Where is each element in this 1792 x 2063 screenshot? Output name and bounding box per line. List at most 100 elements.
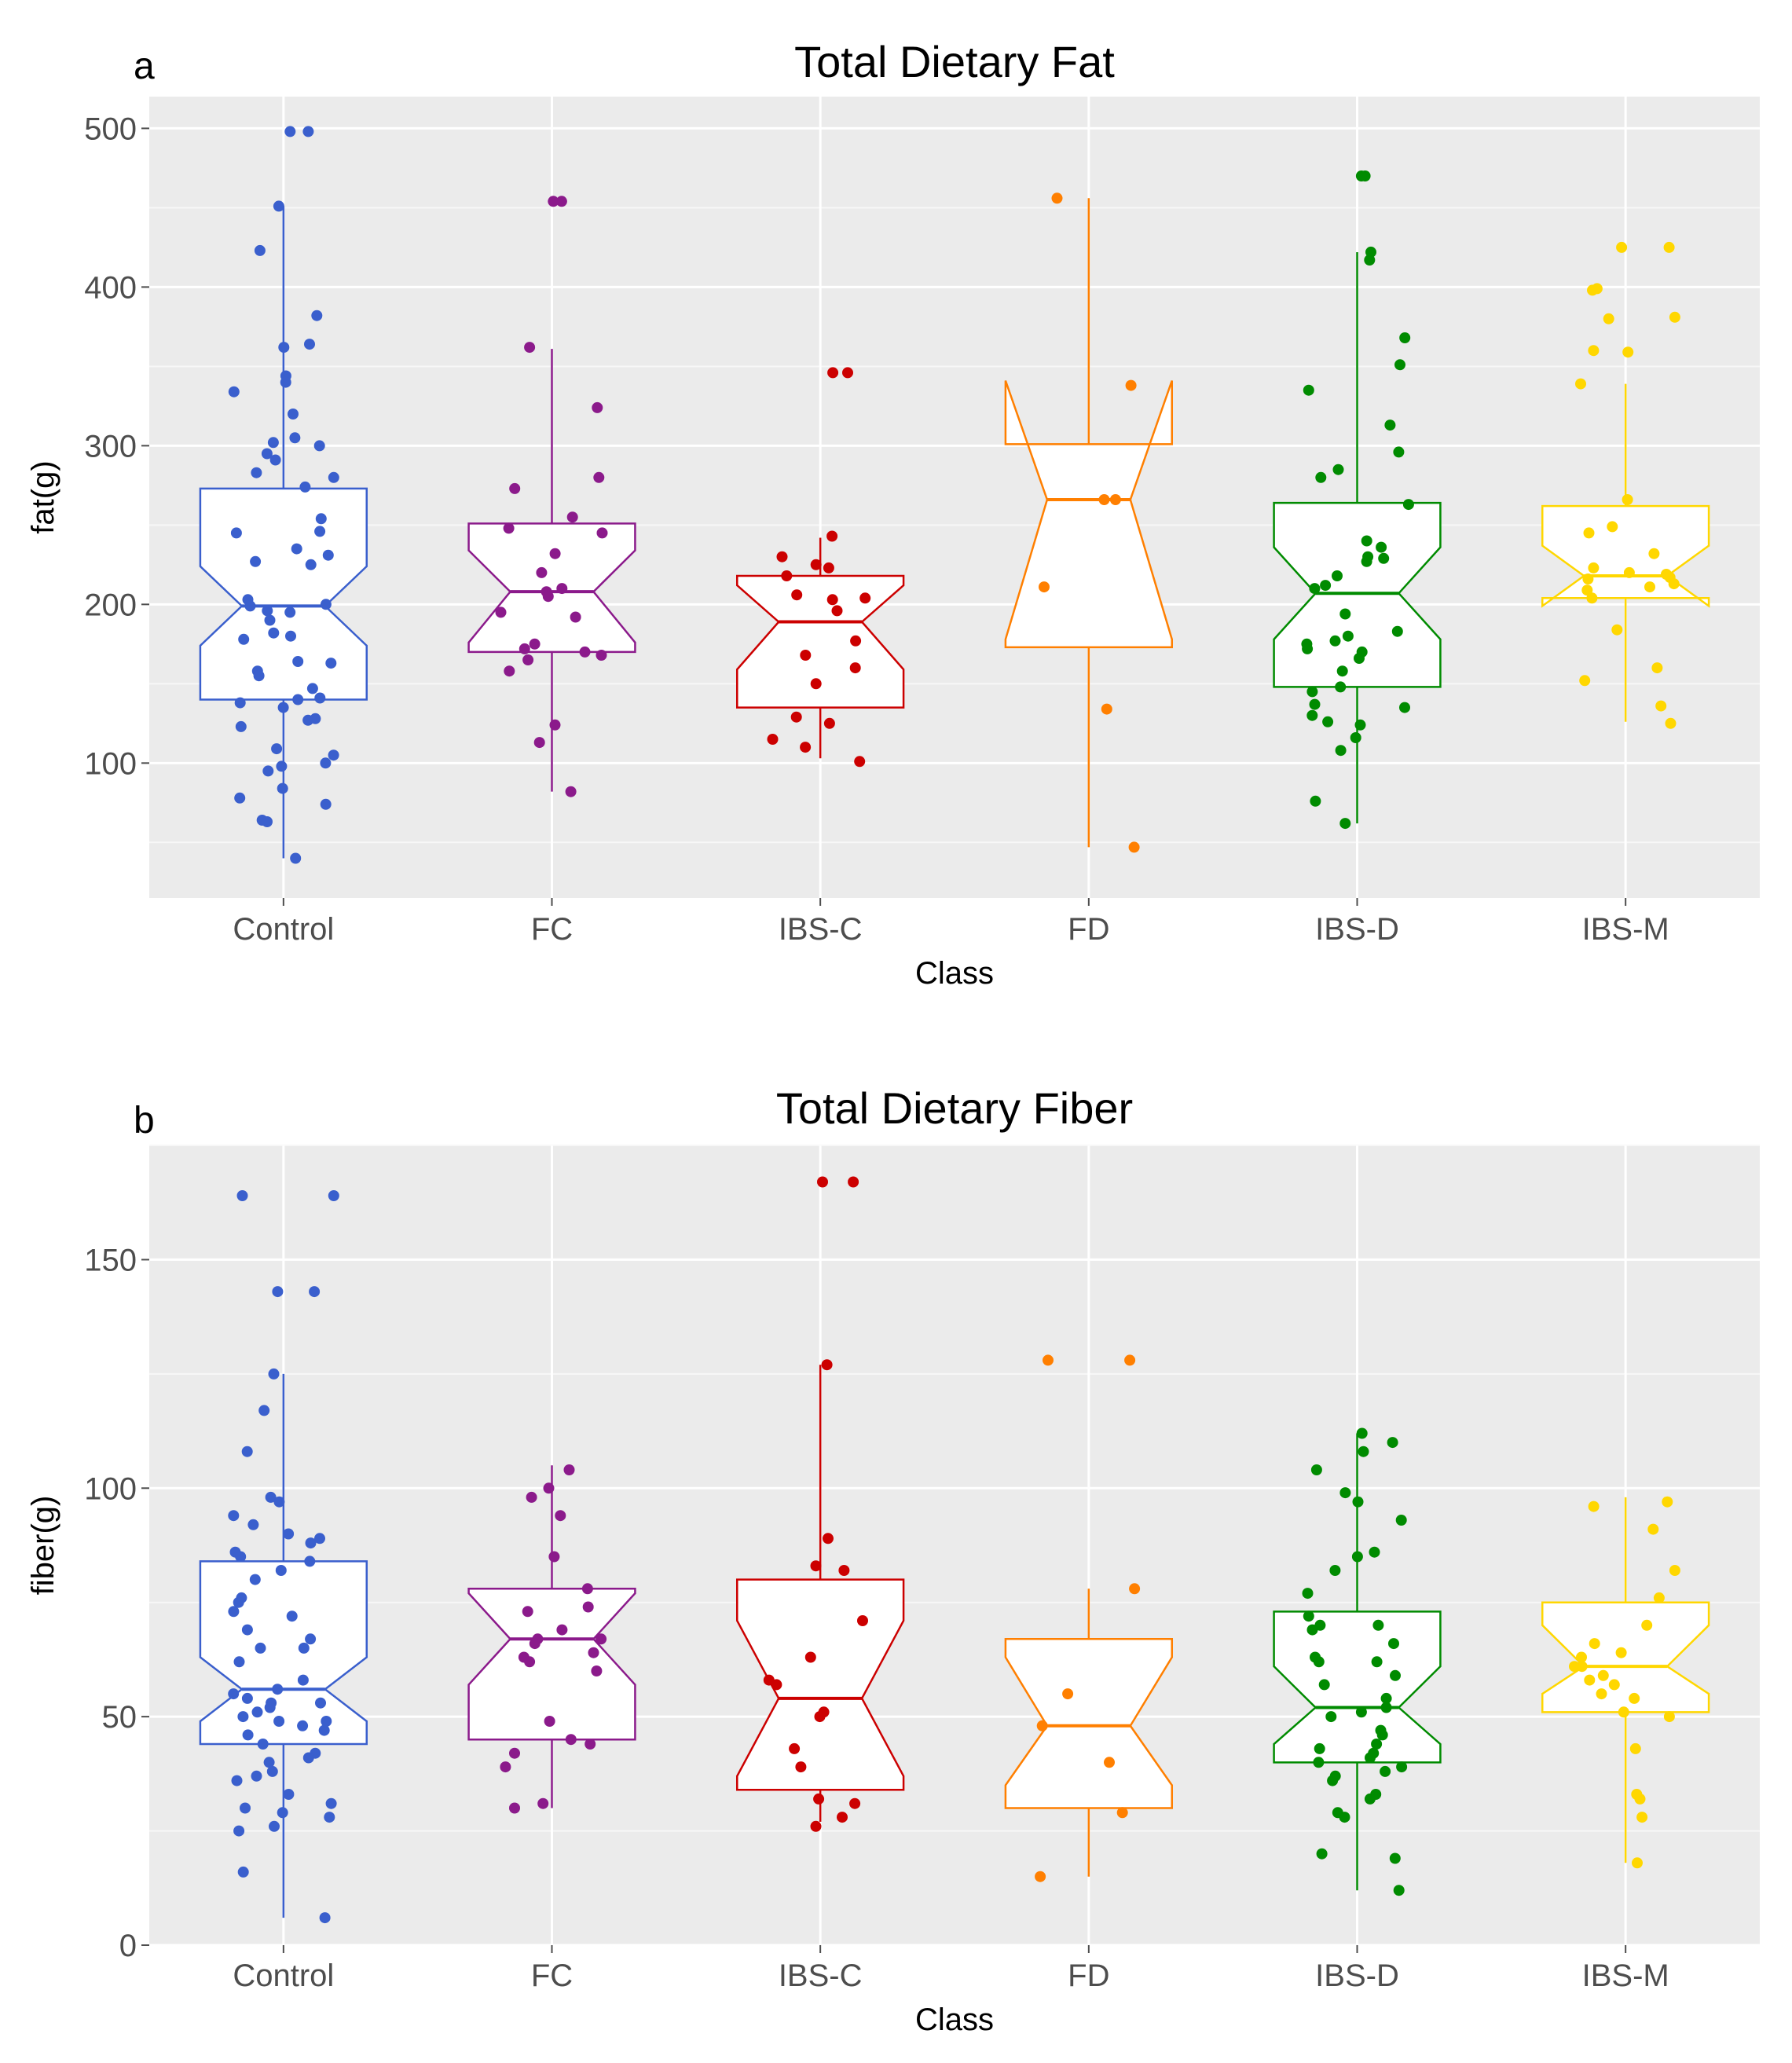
data-point [288, 409, 299, 420]
y-tick-label: 300 [84, 429, 137, 464]
data-point [1339, 1487, 1351, 1499]
data-point [1303, 1610, 1314, 1622]
data-point [1569, 1661, 1580, 1673]
data-point [1313, 1757, 1325, 1768]
data-point [1329, 1565, 1341, 1576]
data-point [1101, 703, 1112, 715]
x-tick-label: Control [233, 912, 334, 947]
data-point [1371, 1656, 1383, 1668]
data-point [233, 1596, 244, 1608]
data-point [549, 548, 561, 559]
data-point [1579, 675, 1591, 687]
data-point [271, 743, 283, 755]
data-point [1393, 446, 1405, 458]
x-tick-label: FD [1068, 1959, 1109, 1993]
data-point [549, 719, 561, 731]
data-point [321, 1716, 332, 1727]
box-FD [1004, 198, 1173, 848]
data-point [258, 1405, 270, 1416]
data-point [285, 630, 296, 642]
data-point [1636, 1812, 1648, 1823]
data-point [529, 638, 541, 650]
data-point [767, 734, 779, 745]
data-point [850, 635, 862, 647]
data-point [1309, 583, 1321, 595]
data-point [1369, 1546, 1380, 1558]
data-point [581, 1583, 593, 1595]
data-point [823, 1533, 834, 1545]
data-point [272, 1286, 284, 1298]
data-point [242, 1729, 254, 1741]
data-point [1316, 1848, 1328, 1860]
data-point [1584, 1674, 1596, 1686]
data-point [304, 1555, 316, 1567]
data-point [1104, 1757, 1115, 1768]
box-body [1273, 501, 1442, 688]
data-point [831, 605, 843, 617]
data-point [1611, 624, 1623, 636]
data-point [1129, 1583, 1141, 1595]
data-point [776, 551, 788, 562]
data-point [235, 720, 247, 732]
data-point [268, 627, 280, 639]
data-point [821, 1359, 833, 1371]
data-point [800, 650, 812, 661]
data-point [1384, 420, 1396, 431]
y-tick-label: 500 [84, 112, 137, 146]
box-IBS-C [736, 537, 905, 759]
data-point [1329, 635, 1341, 647]
data-point [1669, 1565, 1680, 1576]
data-point [1647, 1523, 1659, 1535]
data-point [266, 1765, 278, 1777]
data-point [262, 816, 273, 827]
box-FD [1004, 1588, 1173, 1877]
data-point [1576, 1651, 1587, 1663]
data-point [1355, 170, 1367, 181]
data-point [1380, 1765, 1391, 1777]
data-point [838, 1565, 850, 1576]
data-point [596, 650, 607, 661]
data-point [579, 646, 591, 658]
data-point [306, 683, 318, 694]
panel-letter: b [134, 1100, 155, 1141]
data-point [1589, 1638, 1600, 1650]
data-point [250, 555, 262, 567]
data-point [1036, 1720, 1048, 1731]
data-point [1394, 359, 1405, 371]
data-point [273, 200, 284, 212]
points-IBS-D [1302, 1427, 1408, 1896]
data-point [810, 1820, 822, 1832]
data-point [1399, 702, 1410, 713]
data-point [297, 1674, 309, 1686]
data-point [837, 1812, 848, 1823]
data-point [790, 711, 802, 723]
data-point [826, 530, 838, 542]
data-point [231, 1775, 243, 1786]
points-IBS-C [763, 1176, 868, 1832]
data-point [592, 401, 603, 413]
points-IBS-M [1575, 241, 1680, 729]
data-point [1098, 494, 1110, 505]
data-point [324, 1812, 335, 1823]
box-body [1004, 1638, 1173, 1809]
plot-background [149, 97, 1760, 898]
data-point [255, 1642, 266, 1654]
panel-b: b Total Dietary Fiber 0 50 100 150 Control FC IB… [26, 1083, 1760, 2037]
data-point [328, 471, 339, 483]
data-point [233, 1656, 245, 1668]
data-point [519, 643, 530, 654]
data-point [842, 367, 853, 379]
data-point [810, 1560, 822, 1572]
points-IBS-C [767, 367, 871, 768]
data-point [1582, 573, 1594, 584]
data-point [1393, 1885, 1405, 1896]
data-point [543, 1482, 555, 1494]
data-point [1327, 1775, 1339, 1786]
data-point [269, 1820, 280, 1832]
data-point [1669, 311, 1680, 323]
box-body [467, 522, 636, 654]
y-axis-title: fat(g) [26, 460, 60, 533]
data-point [261, 448, 273, 460]
data-point [582, 1601, 594, 1613]
